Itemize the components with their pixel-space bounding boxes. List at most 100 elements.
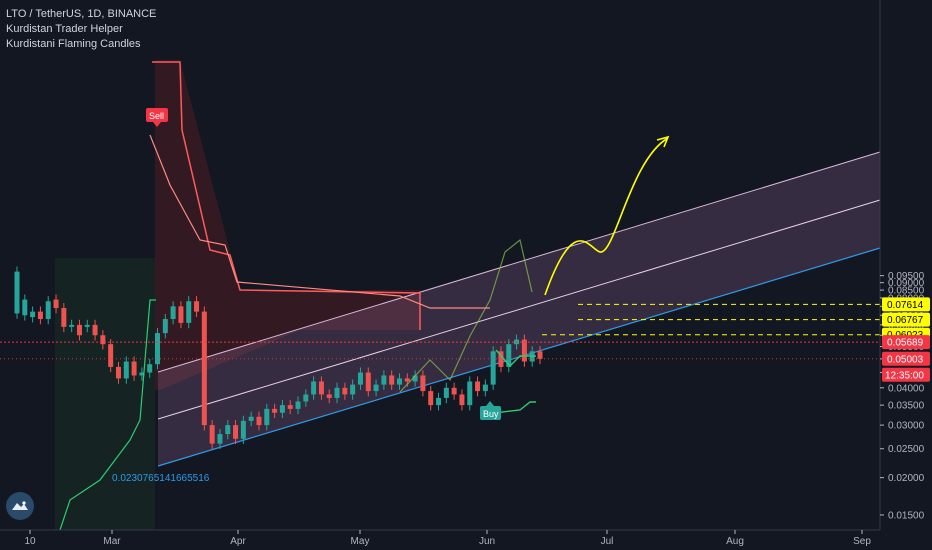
candle-body xyxy=(404,378,410,382)
indicator-label-trader-helper[interactable]: Kurdistan Trader Helper xyxy=(6,23,123,35)
buy-signal-pointer xyxy=(486,401,494,406)
candle-body xyxy=(217,434,223,444)
price-tick-label: 0.09000 xyxy=(888,278,925,289)
candle-body xyxy=(61,308,67,327)
price-axis[interactable]: 0.095000.090000.085000.080000.075000.070… xyxy=(879,0,932,530)
tradingview-logo-icon[interactable] xyxy=(6,492,34,520)
price-level-tag-label: 0.05689 xyxy=(887,338,924,349)
price-level-tag xyxy=(882,297,930,312)
candle-body xyxy=(53,299,59,309)
resistance-trailing-line xyxy=(152,61,421,330)
price-tick-label: 0.04000 xyxy=(888,383,925,394)
price-tick-label: 0.02000 xyxy=(888,473,925,484)
candle-body xyxy=(295,401,301,409)
chart-background-zones xyxy=(55,60,420,530)
candle-body xyxy=(342,387,348,395)
candle-body xyxy=(123,361,129,379)
candle-body xyxy=(92,324,98,336)
channel-annotation-label: 0.0230765141665516 xyxy=(112,473,210,484)
projection-arrow-head xyxy=(656,135,670,148)
buy-signal-badge xyxy=(480,406,501,420)
time-axis[interactable]: 10 Mar Apr May Jun Jul Aug Sep xyxy=(0,529,932,550)
candle-body xyxy=(139,372,145,376)
sell-signal-pointer xyxy=(153,122,161,127)
candle-body xyxy=(248,416,254,421)
candle-body xyxy=(311,381,317,395)
candle-body xyxy=(147,364,153,373)
bearish-zone xyxy=(155,60,420,390)
candle-body xyxy=(108,344,114,367)
candle-body xyxy=(84,324,90,327)
support-trailing-line xyxy=(59,299,156,531)
candle-body xyxy=(318,381,324,395)
candle-body xyxy=(186,301,192,323)
candle-body xyxy=(381,375,387,385)
price-level-tag xyxy=(882,335,930,350)
candle-body xyxy=(170,306,176,320)
sell-trailing-line xyxy=(149,134,490,309)
candle-body xyxy=(357,372,363,385)
time-tick-label: Jul xyxy=(601,536,614,547)
chart-legend: LTO / TetherUS, 1D, BINANCE Kurdistan Tr… xyxy=(6,7,156,52)
candle-body xyxy=(115,366,121,379)
buy-support-line xyxy=(495,349,536,368)
time-tick-label: Sep xyxy=(853,536,871,547)
time-axis-background xyxy=(0,530,932,550)
candle-body xyxy=(69,324,75,327)
candle-body xyxy=(30,311,36,318)
candle-body xyxy=(14,271,20,314)
candle-body xyxy=(225,425,231,435)
candle-body xyxy=(482,384,488,392)
candlestick-series xyxy=(14,266,543,449)
candle-body xyxy=(451,387,457,395)
time-tick-label: Apr xyxy=(230,536,246,547)
candle-body xyxy=(412,375,418,382)
price-tick-label: 0.09500 xyxy=(888,271,925,282)
indicator-label-flaming-candles[interactable]: Kurdistani Flaming Candles xyxy=(6,38,141,50)
candle-body xyxy=(506,344,512,367)
price-axis-background xyxy=(880,0,932,530)
symbol-title[interactable]: LTO / TetherUS, 1D, BINANCE xyxy=(6,8,157,20)
sell-signal-label: Sell xyxy=(149,111,164,121)
signal-markers: Sell Buy xyxy=(146,108,501,420)
countdown-tag xyxy=(882,367,930,382)
candle-body xyxy=(459,394,465,406)
candle-body xyxy=(155,333,161,365)
candle-body xyxy=(334,387,340,398)
candle-body xyxy=(76,324,82,336)
candle-body xyxy=(373,384,379,392)
candle-body xyxy=(279,405,285,413)
candle-body xyxy=(240,420,246,439)
candle-body xyxy=(326,394,332,398)
candle-body xyxy=(37,311,43,320)
bullish-zone xyxy=(55,258,155,530)
time-tick-label: 10 xyxy=(24,536,36,547)
candle-body xyxy=(131,361,137,376)
candle-body xyxy=(256,416,262,426)
time-tick-label: May xyxy=(351,536,370,547)
price-tick-label: 0.03000 xyxy=(888,421,925,432)
candle-body xyxy=(233,425,239,439)
candle-body xyxy=(194,301,200,312)
momentum-line xyxy=(399,238,533,393)
candle-body xyxy=(420,375,426,392)
price-tick-label: 0.03500 xyxy=(888,401,925,412)
buy-signal-label: Buy xyxy=(483,409,499,419)
price-tick-label: 0.01500 xyxy=(888,510,925,521)
indicator-lines xyxy=(59,61,670,531)
projection-path xyxy=(544,137,669,296)
time-tick-label: Mar xyxy=(103,536,121,547)
candle-body xyxy=(396,378,402,385)
candle-body xyxy=(467,381,473,406)
candle-body xyxy=(521,339,527,362)
candle-body xyxy=(350,384,356,395)
price-tick-label: 0.02500 xyxy=(888,444,925,455)
candle-body xyxy=(162,319,168,334)
candle-body xyxy=(264,408,270,426)
candle-body xyxy=(100,335,106,345)
candle-body xyxy=(201,311,207,426)
candle-body xyxy=(436,397,442,406)
channel-mid-line xyxy=(157,199,881,420)
price-tick-label: 0.08500 xyxy=(888,286,925,297)
